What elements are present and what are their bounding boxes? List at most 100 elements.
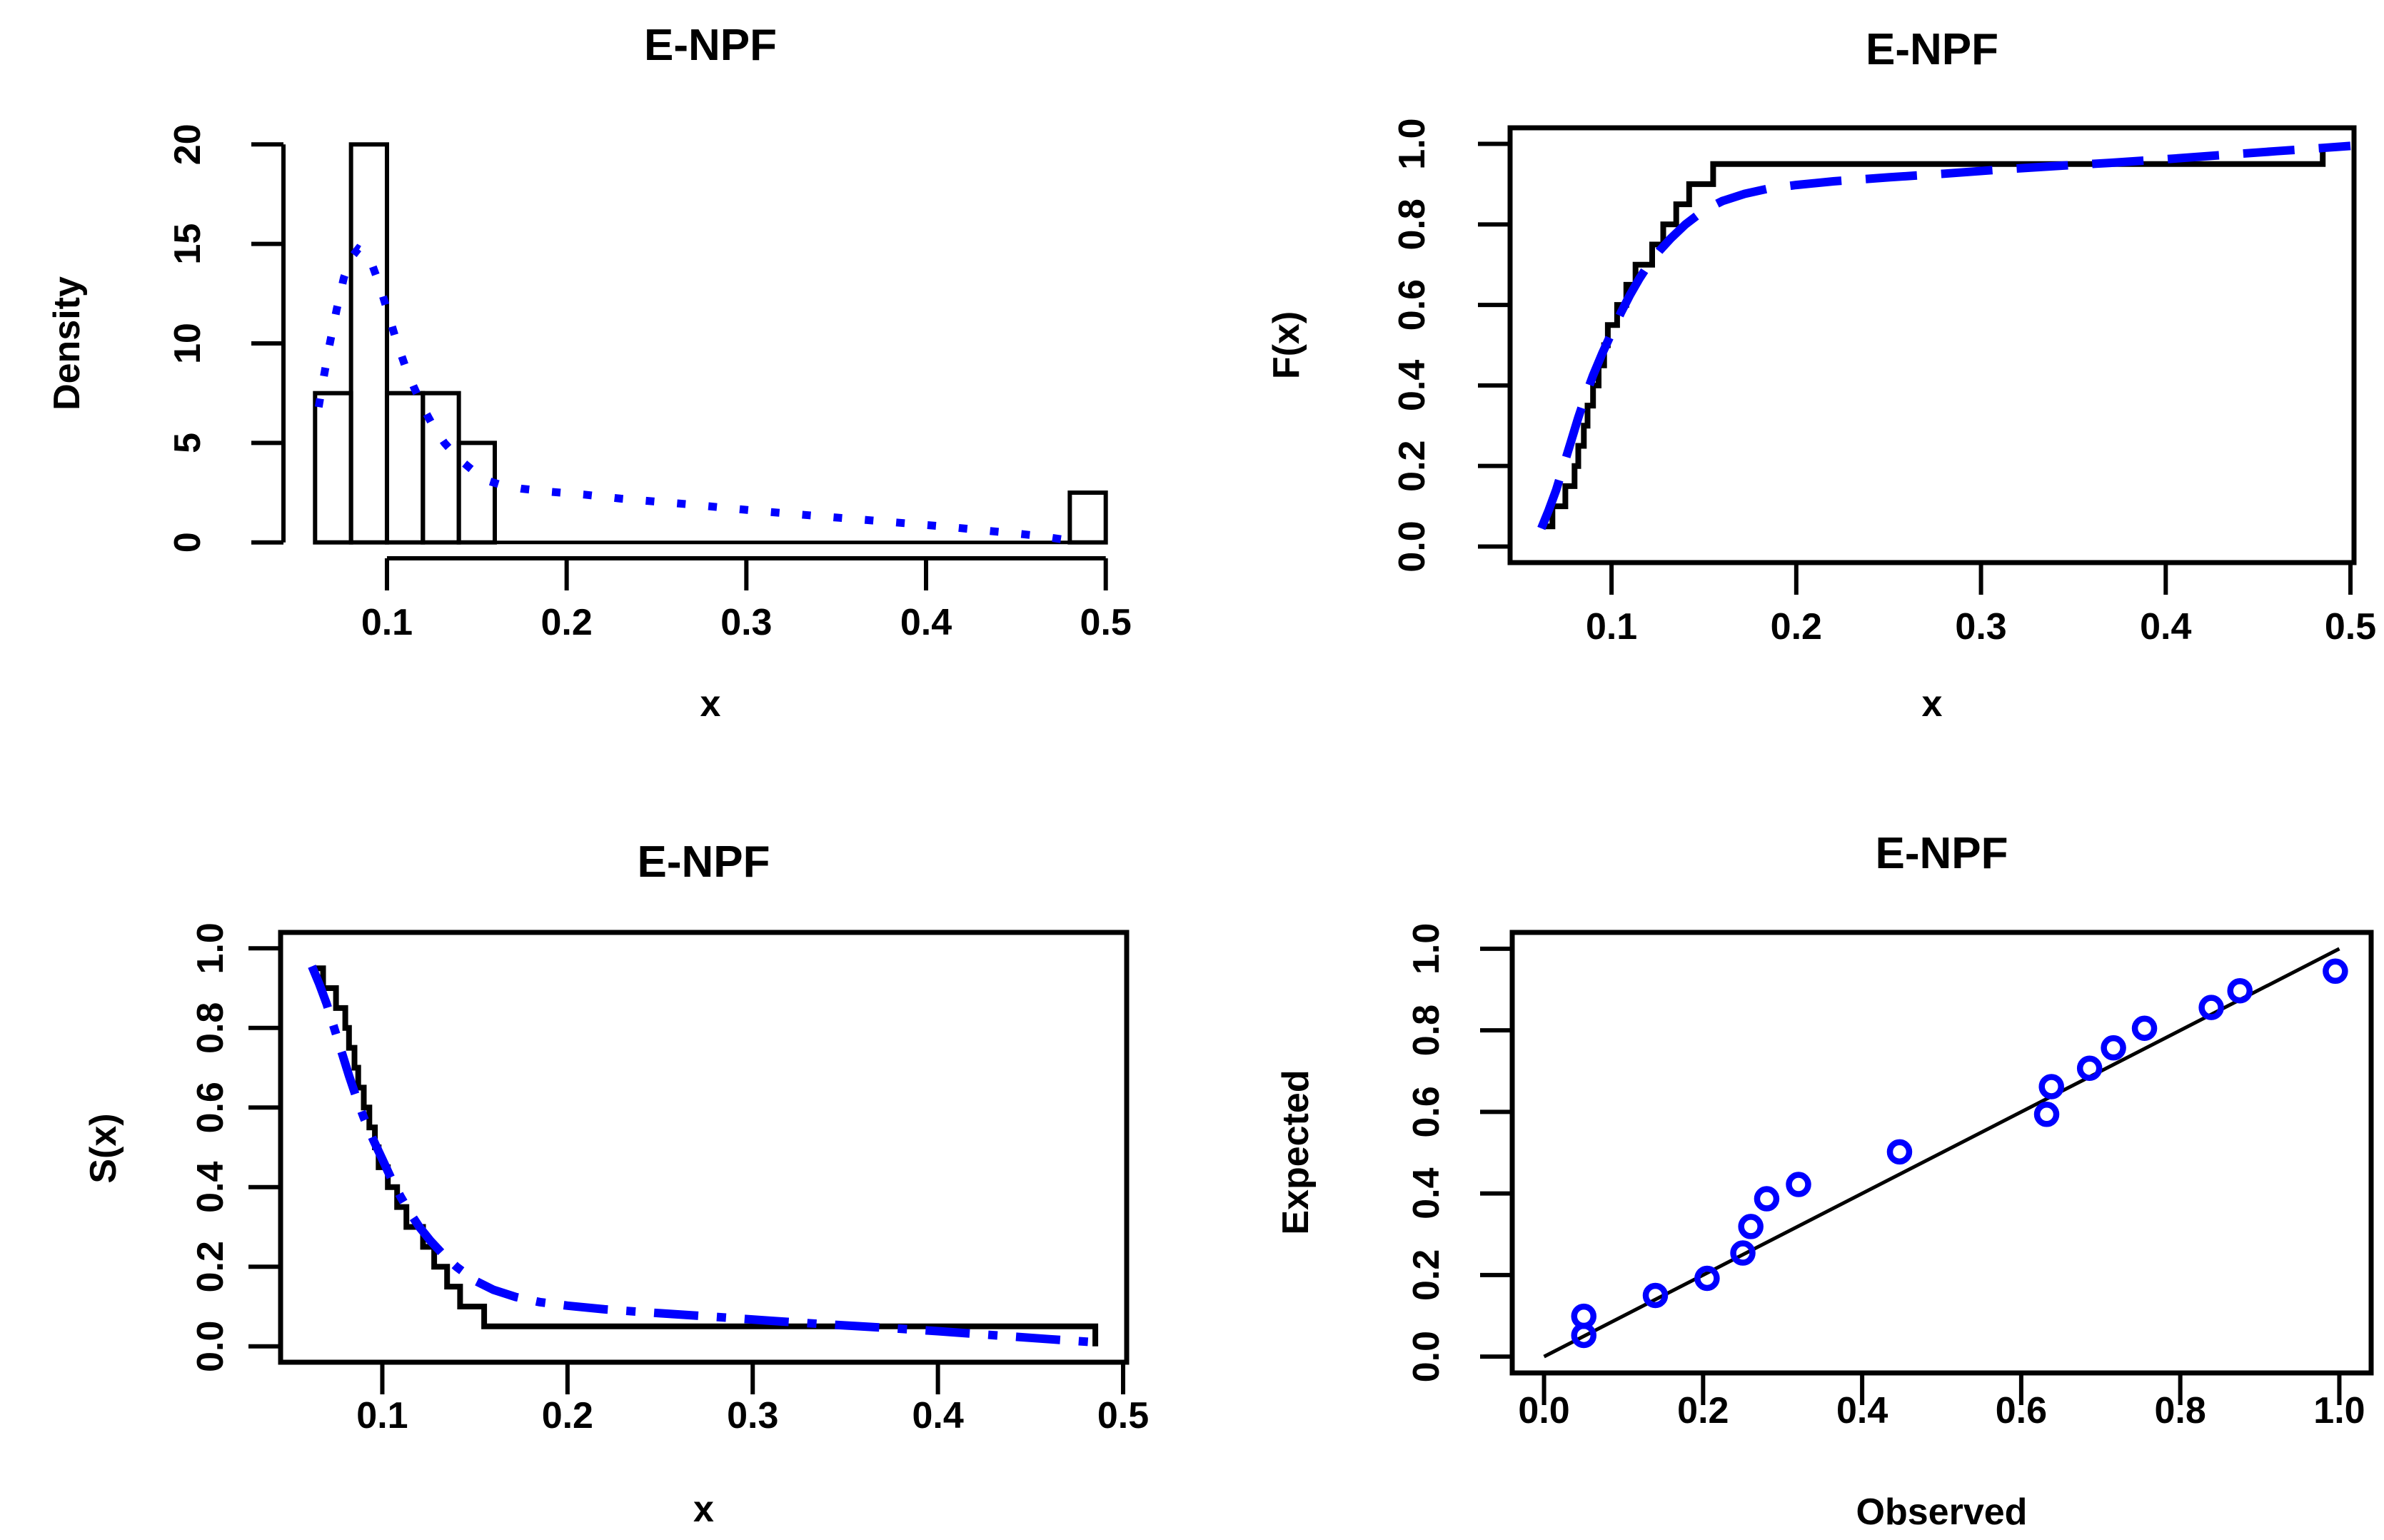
- y-axis-label: Expected: [1275, 1070, 1317, 1235]
- fitted-density-curve: [314, 243, 1067, 544]
- fitted-curve: [1537, 141, 2351, 530]
- y-axis-label: F(x): [1266, 311, 1307, 380]
- pp-point: [2198, 995, 2224, 1020]
- y-tick-label: 1.0: [190, 922, 231, 974]
- panel-cdf: 0.1 0.2 0.3 0.4 0.5 0.0 0.2 0.4 0.6 0.8 1.0 E-NPF …: [1221, 11, 2384, 776]
- x-tick-label: 0.1: [356, 1395, 408, 1436]
- x-tick-label: 1.0: [2313, 1390, 2365, 1431]
- x-axis-label: x: [693, 1489, 714, 1530]
- x-tick-label: 0.3: [1955, 606, 2006, 648]
- axes: 0.1 0.2 0.3 0.4 0.5 0 5 10 15 20: [167, 124, 1132, 643]
- y-tick-label: 1.0: [1392, 118, 1433, 169]
- y-tick-label: 0.2: [1406, 1249, 1447, 1301]
- y-tick-label: 10: [167, 323, 208, 364]
- histogram-bar: [1067, 490, 1108, 545]
- y-tick-label: 0.6: [1392, 279, 1433, 331]
- y-axis-label: Density: [46, 276, 88, 411]
- x-tick-label: 0.4: [2140, 606, 2191, 648]
- y-tick-label: 0.6: [1406, 1086, 1447, 1137]
- cdf-plot-svg: 0.1 0.2 0.3 0.4 0.5 0.0 0.2 0.4 0.6 0.8 1.0: [1392, 118, 2376, 648]
- pp-point: [1730, 1240, 1756, 1266]
- y-tick-label: 0.4: [1406, 1167, 1447, 1219]
- pp-point: [2101, 1035, 2126, 1061]
- panel-histogram-density: 0.1 0.2 0.3 0.4 0.5 0 5 10 15 20 E-NPF x Density: [29, 11, 1221, 776]
- pp-point: [1738, 1214, 1764, 1239]
- plot-title: E-NPF: [1866, 25, 1998, 74]
- survival-plot-svg: 0.1 0.2 0.3 0.4 0.5 0.0 0.2 0.4 0.6 0.8 1.0: [190, 922, 1149, 1436]
- x-tick-label: 0.3: [720, 602, 772, 643]
- x-tick-label: 0.1: [361, 602, 413, 643]
- x-tick-label: 0.4: [912, 1395, 963, 1436]
- pp-points: [1571, 958, 2348, 1349]
- y-axis-label: S(x): [83, 1113, 124, 1184]
- pp-point: [2131, 1015, 2158, 1042]
- panel-survival: 0.1 0.2 0.3 0.4 0.5 0.0 0.2 0.4 0.6 0.8 1.0 E-NPF …: [29, 775, 1221, 1540]
- pp-point: [1886, 1139, 1913, 1165]
- x-axis-label: Observed: [1856, 1491, 2028, 1533]
- plot-box: [1507, 125, 2357, 565]
- histogram-bar: [313, 391, 353, 545]
- pp-point: [1571, 1303, 1596, 1329]
- plot-title: E-NPF: [637, 837, 770, 887]
- x-tick-label: 0.5: [1080, 602, 1132, 643]
- y-tick-label: 0.0: [1406, 1331, 1447, 1382]
- y-tick-label: 0.2: [190, 1241, 231, 1292]
- empirical-step-curve: [1543, 144, 2326, 530]
- histogram-bar: [384, 391, 426, 545]
- plot-box: [1509, 930, 2374, 1376]
- x-tick-label: 0.4: [1836, 1390, 1888, 1431]
- empirical-step-curve: [313, 965, 1099, 1347]
- pp-point: [1786, 1172, 1811, 1197]
- pp-point: [2038, 1074, 2064, 1099]
- pp-point: [2227, 977, 2253, 1004]
- x-tick-label: 0.0: [1518, 1390, 1569, 1431]
- x-tick-label: 0.2: [541, 602, 593, 643]
- y-tick-label: 20: [167, 124, 208, 165]
- histogram-plot-svg: 0.1 0.2 0.3 0.4 0.5 0 5 10 15 20: [167, 124, 1132, 643]
- y-tick-label: 5: [167, 433, 208, 453]
- histogram-bar: [348, 142, 389, 545]
- pp-point: [2076, 1055, 2103, 1081]
- x-tick-label: 0.5: [1097, 1395, 1149, 1436]
- pp-point: [2323, 958, 2348, 985]
- y-tick-label: 0.0: [1392, 520, 1433, 572]
- fitted-curve: [308, 965, 1096, 1347]
- pp-point: [2033, 1102, 2060, 1127]
- axes: 0.1 0.2 0.3 0.4 0.5 0.0 0.2 0.4 0.6 0.8 1.0: [1392, 118, 2376, 648]
- axes: 0.1 0.2 0.3 0.4 0.5 0.0 0.2 0.4 0.6 0.8 1.0: [190, 922, 1149, 1436]
- pp-point: [1642, 1282, 1669, 1309]
- x-tick-label: 0.4: [900, 602, 952, 643]
- pp-point: [1694, 1265, 1720, 1292]
- x-axis-label: x: [700, 683, 721, 725]
- y-tick-label: 0.4: [1392, 360, 1433, 411]
- panel-pp-plot: 0.0 0.2 0.4 0.6 0.8 1.0 0.0 0.2 0.4 0.6 0.8 1.0 E-N…: [1221, 775, 2384, 1540]
- plot-title: E-NPF: [644, 21, 777, 70]
- y-tick-label: 0.8: [1392, 198, 1433, 250]
- pp-point: [1754, 1186, 1780, 1212]
- y-tick-label: 0: [167, 532, 208, 553]
- x-tick-label: 0.6: [1996, 1390, 2047, 1431]
- y-tick-label: 0.0: [190, 1321, 231, 1372]
- x-axis-label: x: [1921, 683, 1943, 725]
- plot-box: [278, 930, 1130, 1365]
- histogram-bar: [456, 441, 497, 545]
- histogram-bars: [313, 142, 1108, 545]
- y-tick-label: 0.6: [190, 1082, 231, 1133]
- x-tick-label: 0.2: [1771, 606, 1822, 648]
- axes: 0.0 0.2 0.4 0.6 0.8 1.0 0.0 0.2 0.4 0.6 0.8 1.0: [1406, 923, 2374, 1431]
- x-tick-label: 0.3: [727, 1395, 778, 1436]
- x-tick-label: 0.8: [2155, 1390, 2206, 1431]
- plot-title: E-NPF: [1875, 829, 2008, 878]
- y-tick-label: 0.8: [1406, 1005, 1447, 1056]
- x-tick-label: 0.2: [1677, 1390, 1729, 1431]
- y-tick-label: 1.0: [1406, 923, 1447, 975]
- y-tick-label: 0.2: [1392, 441, 1433, 492]
- y-tick-label: 0.8: [190, 1002, 231, 1054]
- x-tick-label: 0.5: [2325, 606, 2376, 648]
- x-tick-label: 0.1: [1586, 606, 1637, 648]
- pp-plot-svg: 0.0 0.2 0.4 0.6 0.8 1.0 0.0 0.2 0.4 0.6 0.8 1.0: [1406, 923, 2374, 1431]
- x-tick-label: 0.2: [542, 1395, 593, 1436]
- y-tick-label: 15: [167, 223, 208, 265]
- y-tick-label: 0.4: [190, 1162, 231, 1213]
